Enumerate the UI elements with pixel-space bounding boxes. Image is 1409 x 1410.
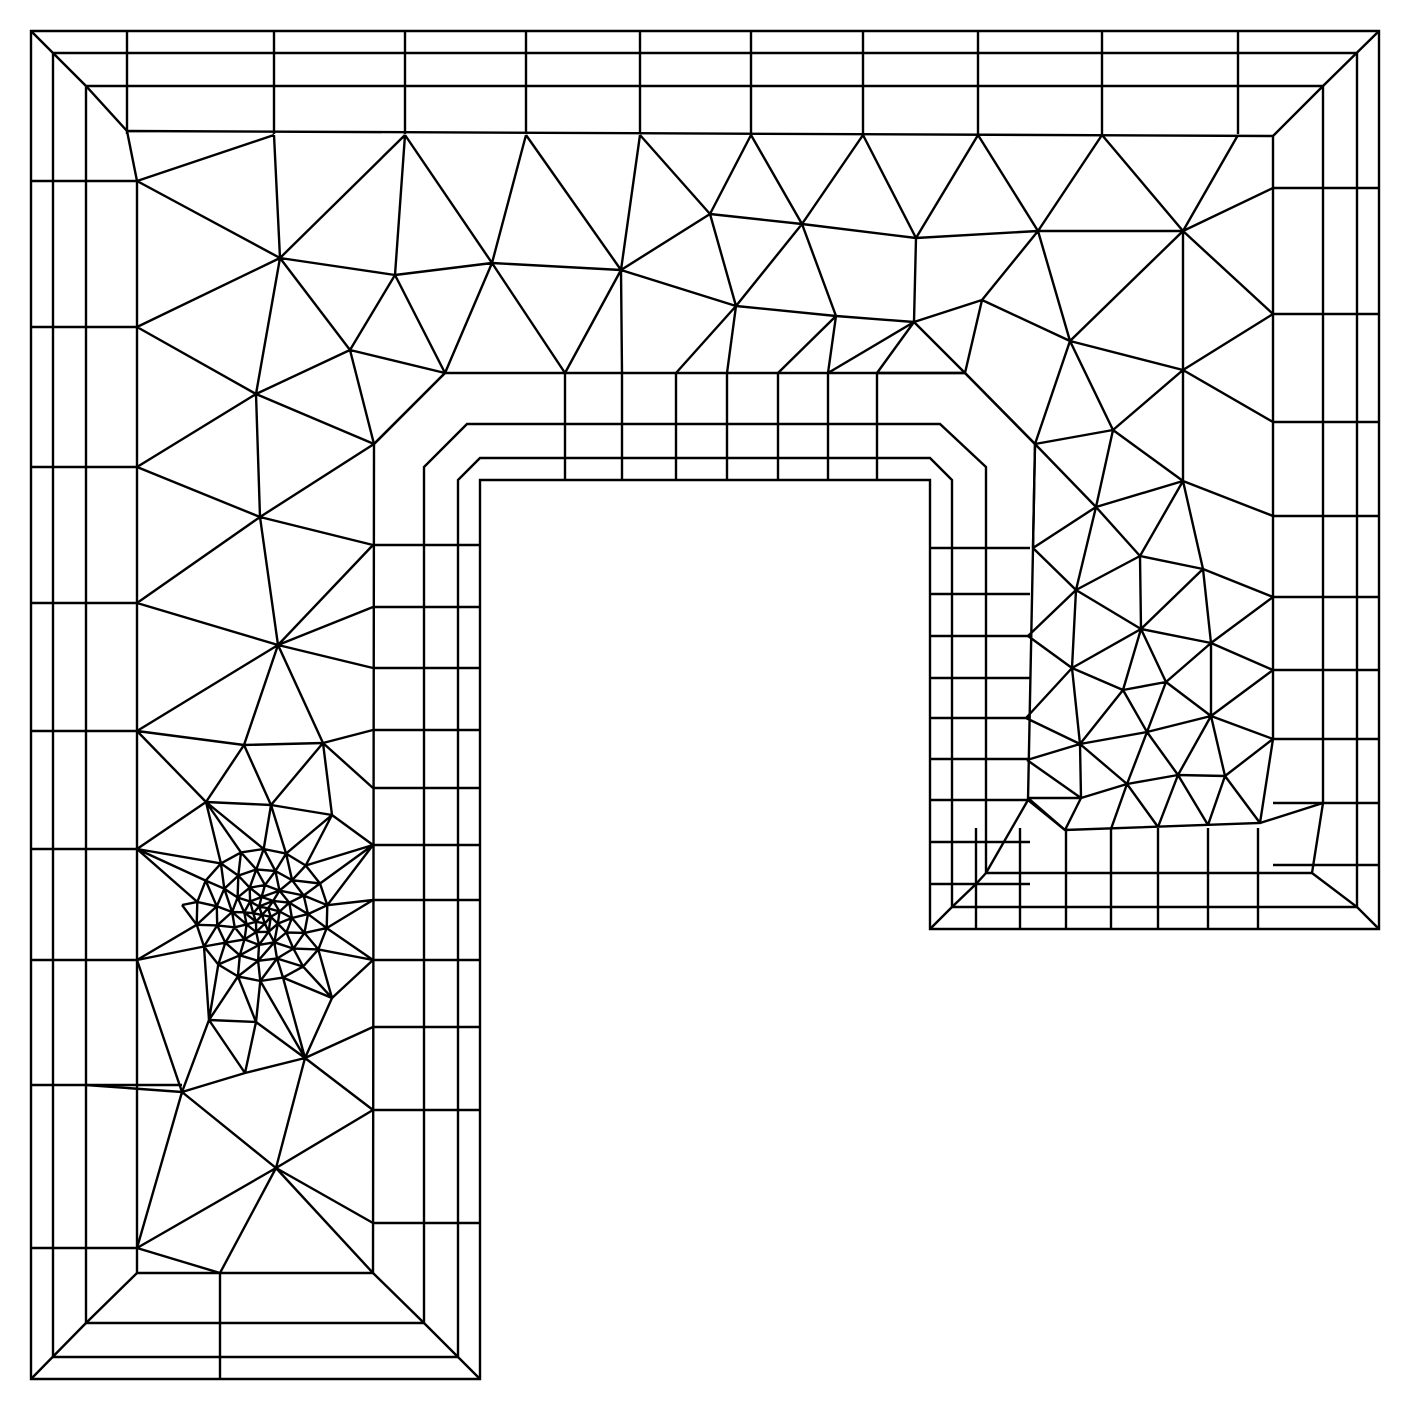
boundary-layer-2: [84, 84, 1325, 1325]
triangle-edges: [85, 133, 1274, 1275]
quad-edges: [31, 31, 1379, 1379]
corner-diagonals: [30, 30, 1380, 1380]
outer-boundary: [29, 29, 1381, 1381]
boundary-layer-1: [51, 51, 1359, 1359]
refined-triangle-edges: [136, 801, 374, 1059]
